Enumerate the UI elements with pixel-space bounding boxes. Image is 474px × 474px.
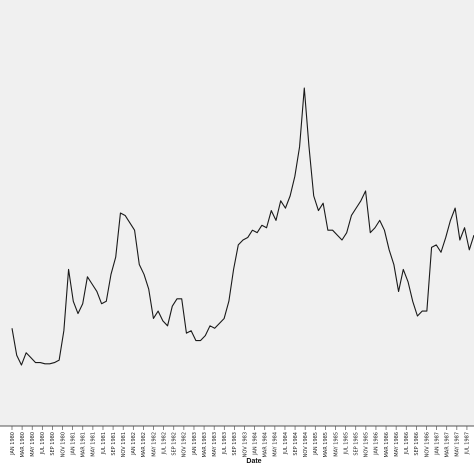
x-tick-label: JAN 1986: [374, 432, 380, 456]
x-axis-tick-labels: JAN 1980 MAR 1980 MAY 1980 JUL 1980 SEP 1980…: [10, 432, 471, 458]
x-tick-label: NOV 1984: [303, 432, 309, 457]
x-tick-label: MAY 1987: [455, 432, 461, 457]
x-tick-label: SEP 1985: [354, 432, 360, 456]
x-tick-label: JUL 1987: [465, 432, 471, 455]
series-line: [11, 87, 474, 366]
x-tick-label: SEP 1983: [232, 432, 238, 456]
x-tick-label: JUL 1982: [161, 432, 167, 455]
x-tick-label: NOV 1981: [121, 432, 127, 457]
x-tick-label: MAR 1984: [263, 432, 269, 458]
x-tick-label: MAR 1985: [323, 432, 329, 458]
x-tick-label: MAY 1982: [151, 432, 157, 457]
x-tick-label: SEP 1986: [414, 432, 420, 456]
x-tick-label: MAR 1986: [384, 432, 390, 458]
x-tick-label: JUL 1983: [222, 432, 228, 455]
x-tick-label: MAR 1980: [20, 432, 26, 458]
x-tick-label: MAR 1981: [81, 432, 87, 458]
x-tick-label: NOV 1983: [242, 432, 248, 457]
x-tick-label: JAN 1983: [192, 432, 198, 456]
x-tick-label: MAY 1983: [212, 432, 218, 457]
x-tick-label: SEP 1980: [50, 432, 56, 456]
x-tick-label: MAY 1986: [394, 432, 400, 457]
x-tick-label: MAR 1982: [141, 432, 147, 458]
x-tick-label: JUL 1986: [404, 432, 410, 455]
x-tick-label: NOV 1986: [424, 432, 430, 457]
x-tick-label: JUL 1980: [40, 432, 46, 455]
x-tick-label: JUL 1985: [343, 432, 349, 455]
x-tick-label: SEP 1982: [172, 432, 178, 456]
x-axis-title: Date: [246, 458, 261, 465]
x-axis-ticks: [11, 426, 468, 430]
x-tick-label: MAY 1980: [30, 432, 36, 457]
x-tick-label: JAN 1980: [10, 432, 16, 456]
x-tick-label: NOV 1982: [182, 432, 188, 457]
x-tick-label: SEP 1981: [111, 432, 117, 456]
x-tick-label: JAN 1985: [313, 432, 319, 456]
x-tick-label: SEP 1984: [293, 432, 299, 456]
x-tick-label: NOV 1980: [60, 432, 66, 457]
x-tick-label: JUL 1981: [101, 432, 107, 455]
x-tick-label: MAY 1981: [91, 432, 97, 457]
x-tick-label: JAN 1981: [70, 432, 76, 456]
x-tick-label: JAN 1984: [252, 432, 258, 456]
x-tick-label: MAR 1983: [202, 432, 208, 458]
x-tick-label: JUL 1984: [283, 432, 289, 455]
plot-area: [0, 0, 474, 426]
x-tick-label: JAN 1987: [434, 432, 440, 456]
x-tick-label: MAY 1984: [273, 432, 279, 457]
x-tick-label: MAR 1987: [445, 432, 451, 458]
x-tick-label: MAY 1985: [333, 432, 339, 457]
x-tick-label: JAN 1982: [131, 432, 137, 456]
x-tick-label: NOV 1985: [364, 432, 370, 457]
